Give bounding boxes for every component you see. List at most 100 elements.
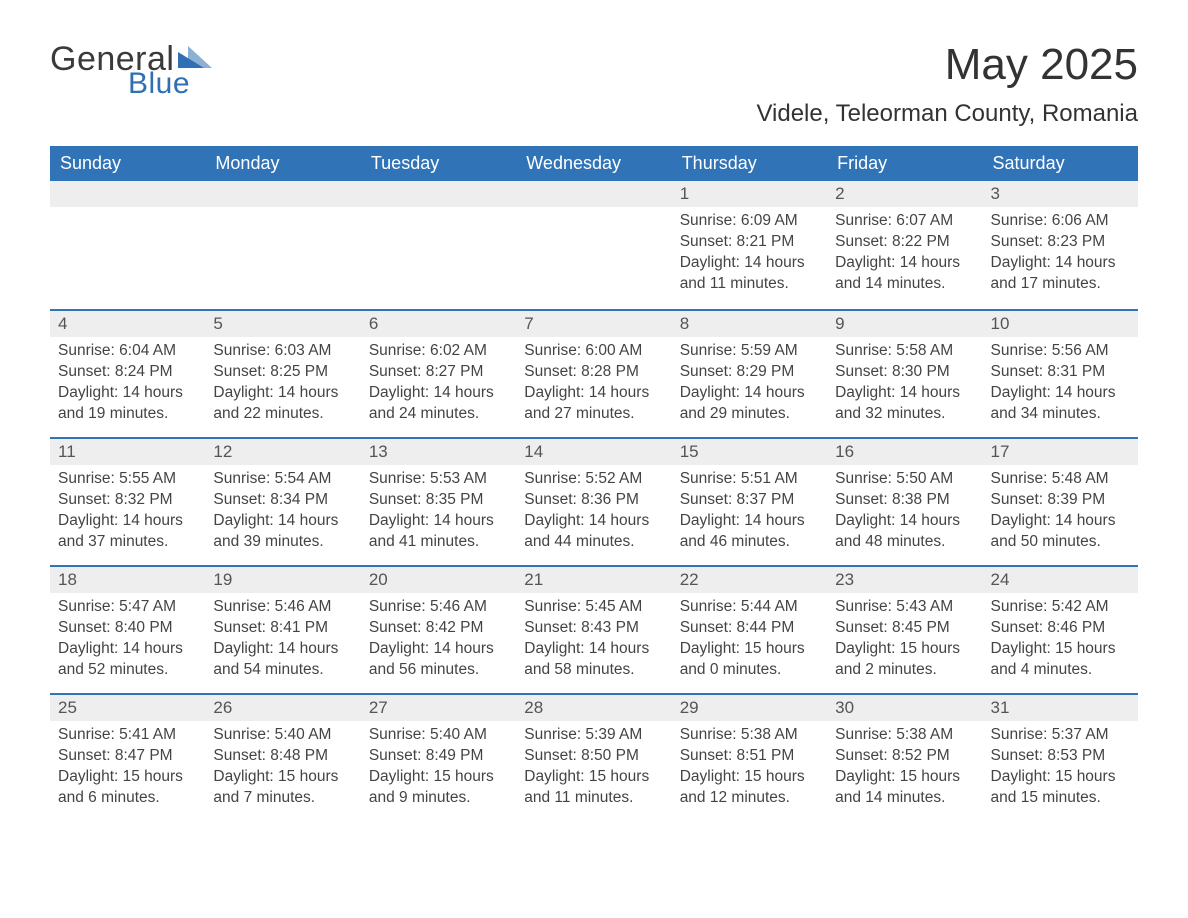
day-sunset: Sunset: 8:32 PM [58, 490, 197, 511]
calendar-day-cell: 24Sunrise: 5:42 AMSunset: 8:46 PMDayligh… [983, 565, 1138, 693]
day-daylight1: Daylight: 15 hours [213, 767, 352, 788]
day-daylight1: Daylight: 14 hours [991, 511, 1130, 532]
day-daylight2: and 12 minutes. [680, 788, 819, 809]
day-sunrise: Sunrise: 5:45 AM [524, 597, 663, 618]
logo: General Blue [50, 40, 212, 101]
day-number: 14 [516, 437, 671, 465]
day-sunset: Sunset: 8:43 PM [524, 618, 663, 639]
day-daylight2: and 27 minutes. [524, 404, 663, 425]
calendar-day-cell: 25Sunrise: 5:41 AMSunset: 8:47 PMDayligh… [50, 693, 205, 821]
calendar-week-row: 18Sunrise: 5:47 AMSunset: 8:40 PMDayligh… [50, 565, 1138, 693]
day-content: Sunrise: 5:40 AMSunset: 8:49 PMDaylight:… [361, 721, 516, 817]
day-content: Sunrise: 6:02 AMSunset: 8:27 PMDaylight:… [361, 337, 516, 433]
calendar-day-cell: 13Sunrise: 5:53 AMSunset: 8:35 PMDayligh… [361, 437, 516, 565]
day-content: Sunrise: 6:06 AMSunset: 8:23 PMDaylight:… [983, 207, 1138, 303]
day-sunset: Sunset: 8:46 PM [991, 618, 1130, 639]
day-number: 25 [50, 693, 205, 721]
day-content: Sunrise: 5:45 AMSunset: 8:43 PMDaylight:… [516, 593, 671, 689]
day-sunrise: Sunrise: 5:50 AM [835, 469, 974, 490]
calendar-day-cell: 5Sunrise: 6:03 AMSunset: 8:25 PMDaylight… [205, 309, 360, 437]
month-title: May 2025 [756, 40, 1138, 90]
day-daylight2: and 22 minutes. [213, 404, 352, 425]
day-sunrise: Sunrise: 5:40 AM [369, 725, 508, 746]
calendar-day-cell: 21Sunrise: 5:45 AMSunset: 8:43 PMDayligh… [516, 565, 671, 693]
day-number: 18 [50, 565, 205, 593]
day-number: 15 [672, 437, 827, 465]
day-sunset: Sunset: 8:30 PM [835, 362, 974, 383]
day-sunset: Sunset: 8:41 PM [213, 618, 352, 639]
day-daylight2: and 29 minutes. [680, 404, 819, 425]
day-number: 28 [516, 693, 671, 721]
day-sunset: Sunset: 8:44 PM [680, 618, 819, 639]
day-daylight2: and 44 minutes. [524, 532, 663, 553]
day-daylight1: Daylight: 14 hours [213, 511, 352, 532]
day-daylight1: Daylight: 15 hours [369, 767, 508, 788]
calendar-day-cell: 14Sunrise: 5:52 AMSunset: 8:36 PMDayligh… [516, 437, 671, 565]
day-daylight1: Daylight: 14 hours [835, 511, 974, 532]
day-number-blank [205, 181, 360, 207]
day-content: Sunrise: 5:37 AMSunset: 8:53 PMDaylight:… [983, 721, 1138, 817]
day-daylight2: and 7 minutes. [213, 788, 352, 809]
weekday-header: Thursday [672, 146, 827, 181]
day-number: 26 [205, 693, 360, 721]
day-daylight1: Daylight: 14 hours [680, 253, 819, 274]
day-content: Sunrise: 5:41 AMSunset: 8:47 PMDaylight:… [50, 721, 205, 817]
day-daylight1: Daylight: 14 hours [991, 253, 1130, 274]
day-daylight2: and 54 minutes. [213, 660, 352, 681]
day-sunrise: Sunrise: 5:40 AM [213, 725, 352, 746]
day-number-blank [361, 181, 516, 207]
day-sunrise: Sunrise: 5:54 AM [213, 469, 352, 490]
day-sunrise: Sunrise: 5:59 AM [680, 341, 819, 362]
day-sunset: Sunset: 8:51 PM [680, 746, 819, 767]
day-daylight1: Daylight: 14 hours [524, 511, 663, 532]
day-number: 10 [983, 309, 1138, 337]
calendar-day-cell [361, 181, 516, 309]
calendar-day-cell: 22Sunrise: 5:44 AMSunset: 8:44 PMDayligh… [672, 565, 827, 693]
day-sunrise: Sunrise: 5:42 AM [991, 597, 1130, 618]
day-sunset: Sunset: 8:47 PM [58, 746, 197, 767]
day-daylight1: Daylight: 15 hours [991, 639, 1130, 660]
calendar-day-cell: 9Sunrise: 5:58 AMSunset: 8:30 PMDaylight… [827, 309, 982, 437]
day-number: 2 [827, 181, 982, 207]
calendar-day-cell: 11Sunrise: 5:55 AMSunset: 8:32 PMDayligh… [50, 437, 205, 565]
calendar-day-cell: 31Sunrise: 5:37 AMSunset: 8:53 PMDayligh… [983, 693, 1138, 821]
day-sunrise: Sunrise: 5:44 AM [680, 597, 819, 618]
day-number: 11 [50, 437, 205, 465]
day-sunset: Sunset: 8:36 PM [524, 490, 663, 511]
calendar-week-row: 25Sunrise: 5:41 AMSunset: 8:47 PMDayligh… [50, 693, 1138, 821]
day-content: Sunrise: 6:07 AMSunset: 8:22 PMDaylight:… [827, 207, 982, 303]
day-number: 20 [361, 565, 516, 593]
day-sunrise: Sunrise: 5:51 AM [680, 469, 819, 490]
day-sunset: Sunset: 8:31 PM [991, 362, 1130, 383]
calendar-day-cell: 10Sunrise: 5:56 AMSunset: 8:31 PMDayligh… [983, 309, 1138, 437]
day-daylight2: and 32 minutes. [835, 404, 974, 425]
day-sunset: Sunset: 8:42 PM [369, 618, 508, 639]
day-sunset: Sunset: 8:25 PM [213, 362, 352, 383]
calendar-week-row: 11Sunrise: 5:55 AMSunset: 8:32 PMDayligh… [50, 437, 1138, 565]
day-daylight2: and 58 minutes. [524, 660, 663, 681]
day-content: Sunrise: 5:39 AMSunset: 8:50 PMDaylight:… [516, 721, 671, 817]
day-daylight1: Daylight: 15 hours [58, 767, 197, 788]
calendar-day-cell: 23Sunrise: 5:43 AMSunset: 8:45 PMDayligh… [827, 565, 982, 693]
day-daylight1: Daylight: 14 hours [58, 639, 197, 660]
weekday-header: Monday [205, 146, 360, 181]
day-daylight2: and 11 minutes. [680, 274, 819, 295]
day-daylight1: Daylight: 15 hours [835, 639, 974, 660]
calendar-week-row: 1Sunrise: 6:09 AMSunset: 8:21 PMDaylight… [50, 181, 1138, 309]
calendar-day-cell: 28Sunrise: 5:39 AMSunset: 8:50 PMDayligh… [516, 693, 671, 821]
day-number: 6 [361, 309, 516, 337]
day-content: Sunrise: 5:59 AMSunset: 8:29 PMDaylight:… [672, 337, 827, 433]
day-sunrise: Sunrise: 5:37 AM [991, 725, 1130, 746]
day-daylight1: Daylight: 15 hours [835, 767, 974, 788]
day-content: Sunrise: 6:09 AMSunset: 8:21 PMDaylight:… [672, 207, 827, 303]
day-number: 4 [50, 309, 205, 337]
day-daylight1: Daylight: 14 hours [524, 639, 663, 660]
day-daylight2: and 4 minutes. [991, 660, 1130, 681]
day-content: Sunrise: 5:46 AMSunset: 8:41 PMDaylight:… [205, 593, 360, 689]
day-daylight1: Daylight: 14 hours [991, 383, 1130, 404]
day-daylight1: Daylight: 15 hours [680, 639, 819, 660]
day-content: Sunrise: 6:03 AMSunset: 8:25 PMDaylight:… [205, 337, 360, 433]
day-content: Sunrise: 5:38 AMSunset: 8:51 PMDaylight:… [672, 721, 827, 817]
title-block: May 2025 Videle, Teleorman County, Roman… [756, 40, 1138, 128]
day-sunset: Sunset: 8:35 PM [369, 490, 508, 511]
